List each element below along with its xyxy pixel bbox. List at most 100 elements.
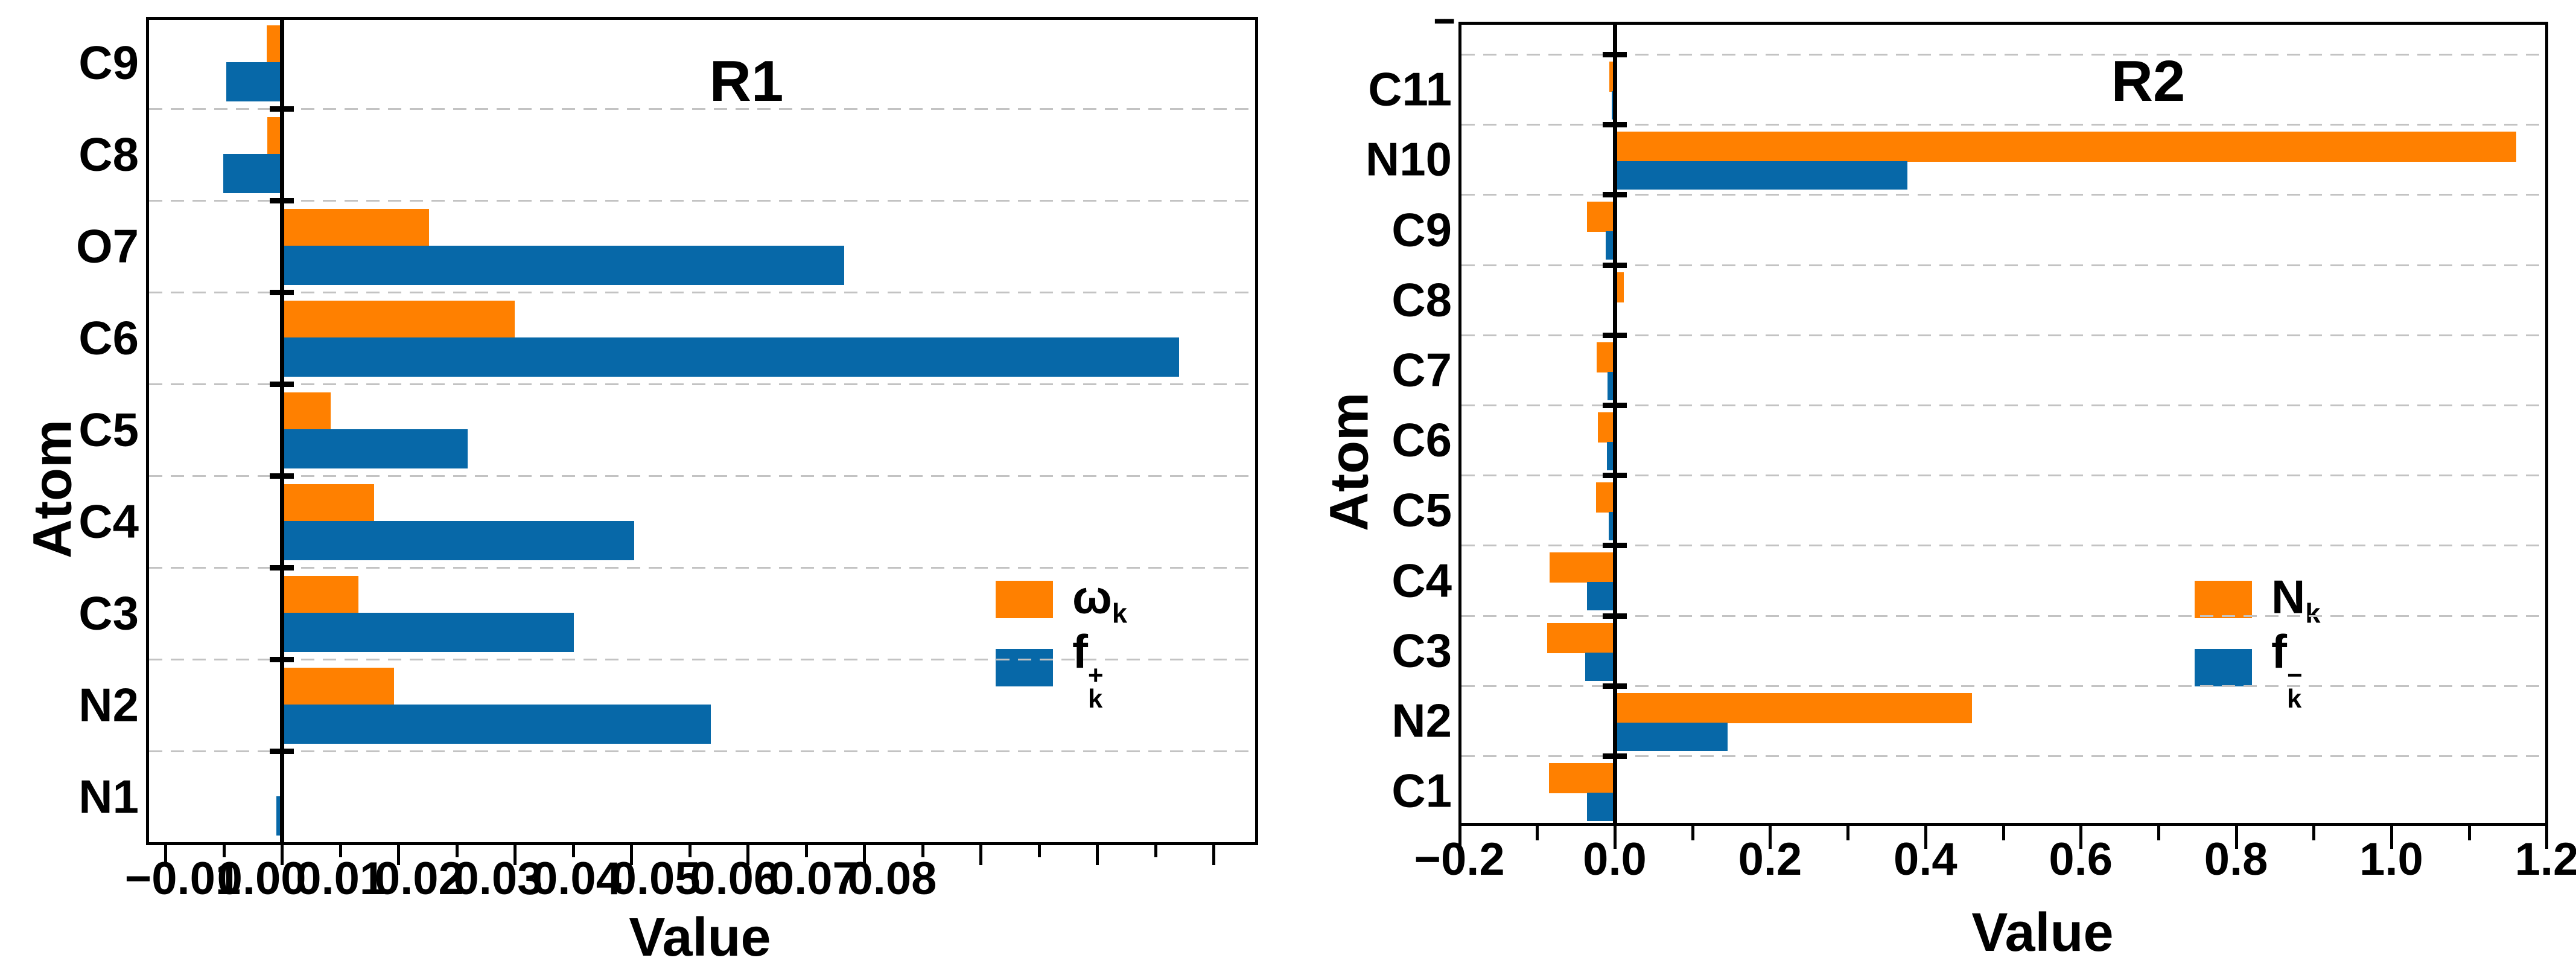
x-axis-tick — [1212, 845, 1215, 865]
x-axis-tick — [863, 845, 866, 865]
bar-C5-f_k_plus — [282, 429, 468, 468]
bar-N2-omega_k — [282, 668, 395, 706]
y-axis-tick — [1603, 122, 1627, 128]
y-axis-tick — [270, 657, 294, 662]
x-axis-tick — [1924, 826, 1927, 849]
plot-left-spine — [1458, 22, 1461, 826]
legend-label-N_k: Nk — [2271, 570, 2321, 629]
bar-C4-f_k_minus — [1586, 582, 1615, 611]
x-axis-tick — [2467, 826, 2471, 840]
zero-axis-line — [1613, 22, 1617, 826]
x-axis-tick — [1536, 826, 1539, 840]
y-axis-tick — [1603, 613, 1627, 619]
zero-axis-line — [280, 17, 284, 845]
y-tick-label-C11: C11 — [1368, 62, 1452, 116]
plot-bottom-spine — [146, 842, 1258, 845]
chart1-yaxis-title: Atom — [22, 420, 83, 558]
x-axis-tick — [455, 845, 459, 857]
bar-C3-f_k_plus — [282, 613, 574, 652]
x-axis-tick — [921, 845, 924, 857]
x-axis-tick — [2079, 826, 2083, 849]
x-tick-label: −0.2 — [1414, 834, 1505, 885]
chart1-title: R1 — [709, 49, 784, 113]
plot-top-spine — [1458, 22, 2548, 25]
legend-swatch-omega_k — [996, 581, 1053, 618]
x-axis-tick — [688, 845, 692, 857]
gridline — [1461, 194, 2545, 196]
x-axis-tick — [1096, 845, 1099, 865]
gridline — [149, 475, 1255, 477]
bar-C3-omega_k — [282, 576, 359, 615]
y-tick-label-N2: N2 — [1391, 694, 1452, 747]
bar-C9-omega_k — [266, 25, 282, 64]
gridline — [1461, 264, 2545, 266]
y-axis-tick — [270, 473, 294, 479]
y-tick-label-C1: C1 — [1391, 764, 1452, 817]
legend-swatch-f_k_plus — [996, 649, 1053, 686]
y-tick-label-C3: C3 — [1391, 624, 1452, 677]
plot-left-spine — [146, 17, 149, 845]
bar-C6-f_k_plus — [282, 337, 1180, 377]
y-tick-label-N2: N2 — [78, 678, 139, 732]
x-tick-label: 0.07 — [768, 853, 858, 904]
y-axis-tick — [1603, 543, 1627, 549]
y-tick-label-N1: N1 — [78, 770, 139, 823]
x-axis-tick — [514, 845, 517, 865]
legend-label-f_k_minus: f − k — [2271, 625, 2303, 714]
y-tick-label-C8: C8 — [1391, 273, 1452, 327]
bar-N2-f_k_plus — [282, 705, 711, 744]
x-axis-tick — [1154, 845, 1157, 857]
x-tick-label: 1.0 — [2359, 834, 2423, 885]
y-axis-tick — [270, 106, 294, 112]
bar-C1-f_k_minus — [1586, 793, 1615, 821]
gridline — [1461, 475, 2545, 477]
y-tick-label-C5: C5 — [1391, 483, 1452, 537]
bar-C3-N_k — [1547, 622, 1615, 653]
x-tick-label: −0.01 — [124, 853, 241, 904]
bar-C4-omega_k — [282, 484, 375, 523]
x-axis-tick — [979, 845, 982, 865]
bar-C4-f_k_plus — [282, 521, 634, 560]
plot-bottom-spine — [1458, 823, 2548, 826]
x-tick-label: 0.6 — [2049, 834, 2113, 885]
y-axis-tick — [1603, 262, 1627, 268]
y-axis-tick — [1603, 403, 1627, 408]
y-tick-label-O7: O7 — [75, 219, 139, 273]
x-axis-tick — [1769, 826, 1772, 849]
x-axis-tick — [2157, 826, 2160, 840]
bar-C8-omega_k — [267, 117, 282, 156]
x-tick-label: 0.8 — [2204, 834, 2268, 885]
y-axis-tick — [1603, 753, 1627, 759]
y-tick-label-C9: C9 — [78, 36, 139, 89]
gridline — [1461, 545, 2545, 547]
bar-C6-f_k_minus — [1607, 442, 1615, 470]
x-tick-label: 0.06 — [690, 853, 780, 904]
bar-C1-N_k — [1548, 763, 1615, 793]
y-tick-label-C7: C7 — [1391, 343, 1452, 397]
gridline — [1461, 615, 2545, 617]
gridline — [149, 108, 1255, 110]
legend-label-f_k_plus: f + k — [1072, 625, 1104, 714]
gridline — [1461, 755, 2545, 757]
gridline — [149, 750, 1255, 752]
bar-C7-f_k_minus — [1608, 371, 1615, 400]
x-axis-tick — [2002, 826, 2005, 840]
plot-right-spine — [1255, 17, 1258, 845]
bar-C6-omega_k — [282, 301, 515, 339]
x-axis-tick — [2390, 826, 2393, 849]
x-axis-tick — [1458, 826, 1461, 849]
x-axis-tick — [804, 845, 808, 857]
y-tick-label-C6: C6 — [1391, 413, 1452, 467]
legend-label-omega_k: ωk — [1072, 570, 1128, 629]
gridline — [1461, 404, 2545, 406]
bar-N10-f_k_minus — [1615, 161, 1908, 190]
y-axis-tick — [270, 198, 294, 203]
y-tick-label-C3: C3 — [78, 586, 139, 640]
bar-N2-N_k — [1615, 692, 1973, 723]
plot-right-spine — [2545, 22, 2548, 826]
x-axis-tick — [746, 845, 749, 865]
bar-N10-N_k — [1615, 132, 2517, 162]
legend-label-scripts: + k — [1087, 660, 1104, 714]
y-axis-tick — [270, 290, 294, 295]
gridline — [149, 200, 1255, 202]
